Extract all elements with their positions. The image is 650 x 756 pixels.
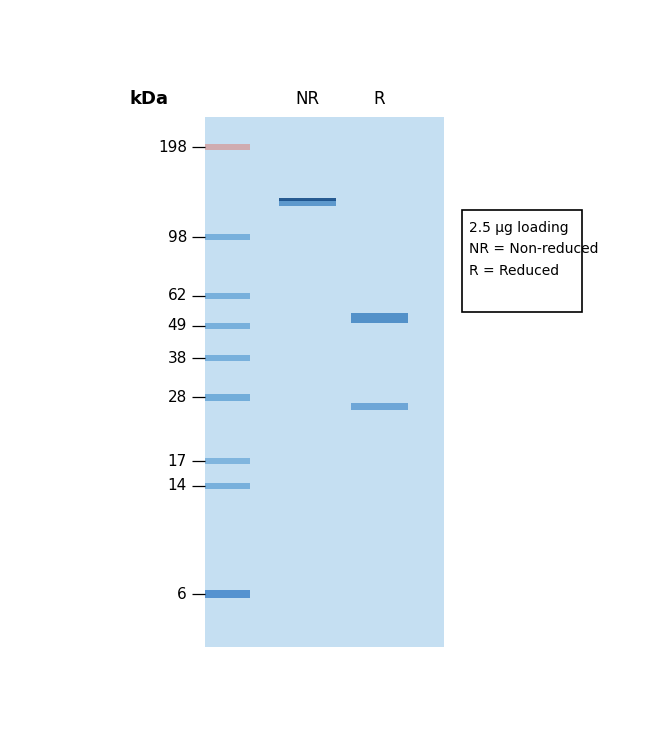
- Text: kDa: kDa: [129, 90, 168, 108]
- Bar: [205, 144, 250, 150]
- Text: 14: 14: [168, 479, 187, 494]
- Bar: [205, 458, 250, 463]
- Text: 38: 38: [168, 351, 187, 366]
- Text: 28: 28: [168, 390, 187, 404]
- Bar: [205, 117, 444, 646]
- Text: 62: 62: [168, 288, 187, 303]
- Bar: [205, 590, 250, 599]
- Text: 198: 198: [158, 140, 187, 155]
- Text: NR: NR: [296, 90, 320, 108]
- Bar: [205, 234, 250, 240]
- Text: 2.5 μg loading
NR = Non-reduced
R = Reduced: 2.5 μg loading NR = Non-reduced R = Redu…: [469, 221, 599, 278]
- Text: 6: 6: [177, 587, 187, 602]
- Bar: [205, 355, 250, 361]
- Bar: [462, 210, 582, 312]
- Text: 98: 98: [168, 230, 187, 245]
- Bar: [279, 200, 336, 206]
- Text: R: R: [374, 90, 385, 108]
- Bar: [205, 394, 250, 401]
- Text: 17: 17: [168, 454, 187, 469]
- Text: 49: 49: [168, 318, 187, 333]
- Bar: [279, 198, 336, 201]
- Bar: [205, 323, 250, 329]
- Bar: [205, 293, 250, 299]
- Bar: [350, 314, 408, 323]
- Bar: [205, 483, 250, 488]
- Bar: [350, 404, 408, 411]
